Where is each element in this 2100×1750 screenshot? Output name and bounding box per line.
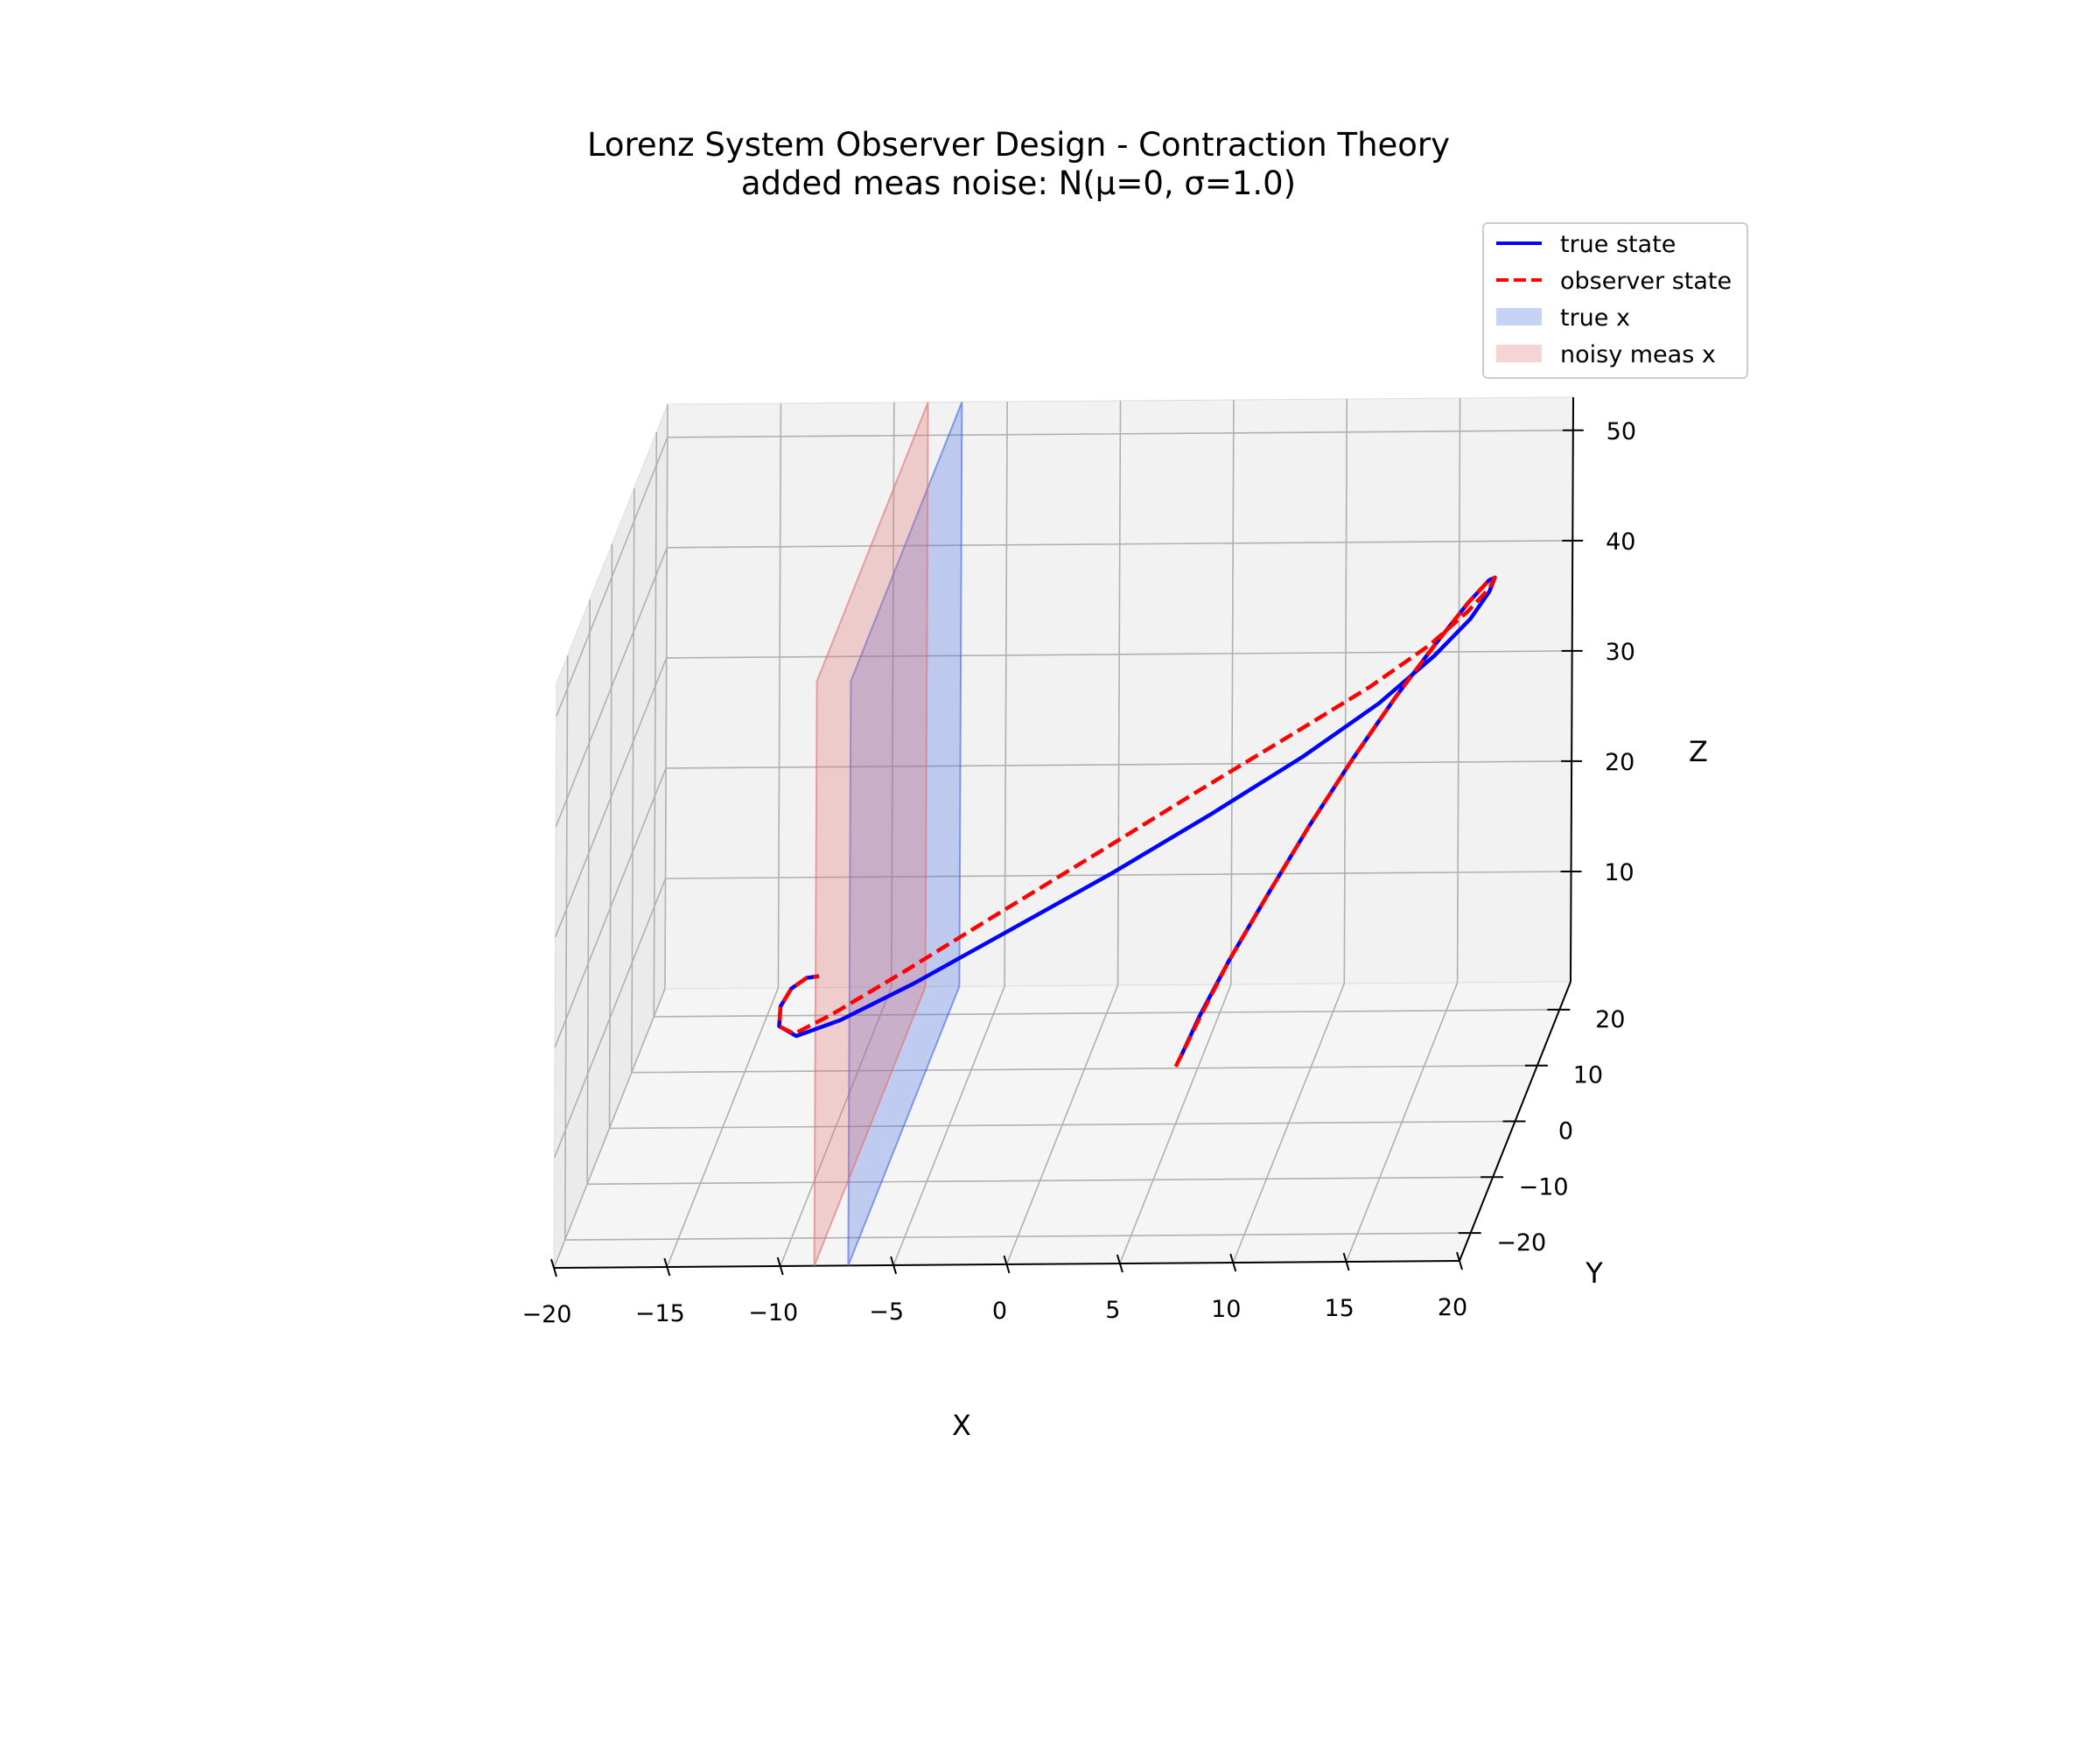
x-grid-line — [1345, 397, 1461, 1263]
x-grid-line — [892, 401, 1008, 1266]
x-tick-label: −20 — [522, 1301, 572, 1328]
y-grid-line — [631, 487, 1537, 1074]
x-tick-label: −5 — [869, 1298, 904, 1326]
y-axis-label: Y — [1585, 1256, 1603, 1290]
axis-panes — [553, 396, 1574, 1269]
x-tick-mark — [890, 1256, 898, 1275]
line-series — [777, 575, 1497, 1068]
x-grid-line — [780, 402, 895, 1267]
y-grid-line — [564, 655, 1471, 1241]
x-tick-mark — [550, 1258, 557, 1278]
x-tick-mark — [1116, 1254, 1124, 1273]
y-tick-label: 0 — [1558, 1118, 1573, 1145]
z-axis-line — [1570, 396, 1574, 983]
z-tick-label: 40 — [1606, 528, 1635, 556]
x-tick-label: 5 — [1105, 1297, 1120, 1324]
y-grid-line — [608, 543, 1516, 1130]
legend-label-observer-state: observer state — [1560, 268, 1732, 295]
chart-title: Lorenz System Observer Design - Contract… — [587, 126, 1450, 164]
z-tick-label: 10 — [1604, 859, 1634, 886]
y-grid-line — [586, 599, 1494, 1186]
x-grid-line — [1119, 399, 1235, 1264]
x-tick-mark — [1003, 1255, 1011, 1274]
z-grid-line — [553, 871, 1572, 1158]
plane-true-x — [847, 402, 963, 1266]
x-grid-line — [1005, 400, 1122, 1265]
x-tick-mark — [776, 1256, 784, 1276]
x-tick-label: 20 — [1438, 1294, 1467, 1321]
z-grid-line — [555, 540, 1573, 828]
legend-swatch-true-x — [1496, 308, 1542, 326]
axis-ticks: −20 −15 −10 −5 0 5 10 15 20 −20 −10 0 10 20 10 20 30 40 50 — [522, 418, 1637, 1328]
legend-swatch-noisy-meas-x — [1496, 345, 1542, 362]
y-tick-label: −20 — [1496, 1229, 1546, 1256]
z-grid-line — [554, 760, 1572, 1048]
axes-3d: −20 −15 −10 −5 0 5 10 15 20 −20 −10 0 10 20 10 20 30 40 50… — [522, 396, 1708, 1442]
grid-lines — [553, 396, 1574, 1269]
x-tick-label: −15 — [635, 1300, 685, 1327]
x-tick-label: 10 — [1211, 1296, 1241, 1323]
legend-frame — [1482, 222, 1748, 379]
x-grid-line — [553, 403, 668, 1269]
plane-series — [813, 402, 963, 1267]
y-tick-label: 20 — [1595, 1006, 1625, 1033]
legend-label-true-x: true x — [1560, 304, 1630, 332]
z-grid-line — [556, 430, 1573, 718]
x-grid-line — [1232, 398, 1348, 1264]
chart-subtitle: added meas noise: N(μ=0, σ=1.0) — [741, 164, 1296, 202]
z-grid-line — [554, 650, 1572, 938]
z-tick-label: 20 — [1605, 749, 1634, 776]
y-tick-label: 10 — [1573, 1062, 1603, 1089]
x-tick-label: −10 — [748, 1299, 798, 1326]
y-tick-label: −10 — [1519, 1173, 1569, 1200]
x-tick-mark — [1456, 1251, 1463, 1270]
z-tick-label: 50 — [1606, 418, 1636, 445]
x-grid-line — [666, 402, 782, 1268]
legend-label-noisy-meas-x: noisy meas x — [1560, 341, 1716, 368]
x-axis-label: X — [952, 1409, 971, 1442]
x-tick-mark — [1229, 1253, 1237, 1272]
x-tick-mark — [663, 1257, 671, 1277]
legend-label-true-state: true state — [1560, 231, 1676, 258]
z-axis-label: Z — [1689, 735, 1708, 768]
y-grid-line — [653, 431, 1560, 1018]
z-tick-label: 30 — [1606, 639, 1635, 666]
legend: true state observer state true x noisy m… — [1482, 222, 1748, 379]
x-tick-label: 15 — [1324, 1295, 1354, 1322]
observer-state-line — [777, 575, 1497, 1068]
x-tick-label: 0 — [992, 1298, 1007, 1325]
plane-noisy-meas-x — [813, 402, 929, 1267]
x-tick-mark — [1342, 1252, 1350, 1271]
